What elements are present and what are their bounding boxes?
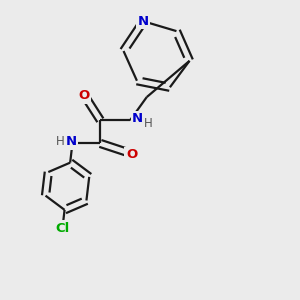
Text: O: O [126,148,137,161]
Text: N: N [132,112,143,125]
Text: H: H [144,117,153,130]
Text: Cl: Cl [56,222,70,235]
Text: O: O [78,89,90,102]
Text: N: N [65,136,76,148]
Text: N: N [138,15,149,28]
Text: H: H [56,136,64,148]
